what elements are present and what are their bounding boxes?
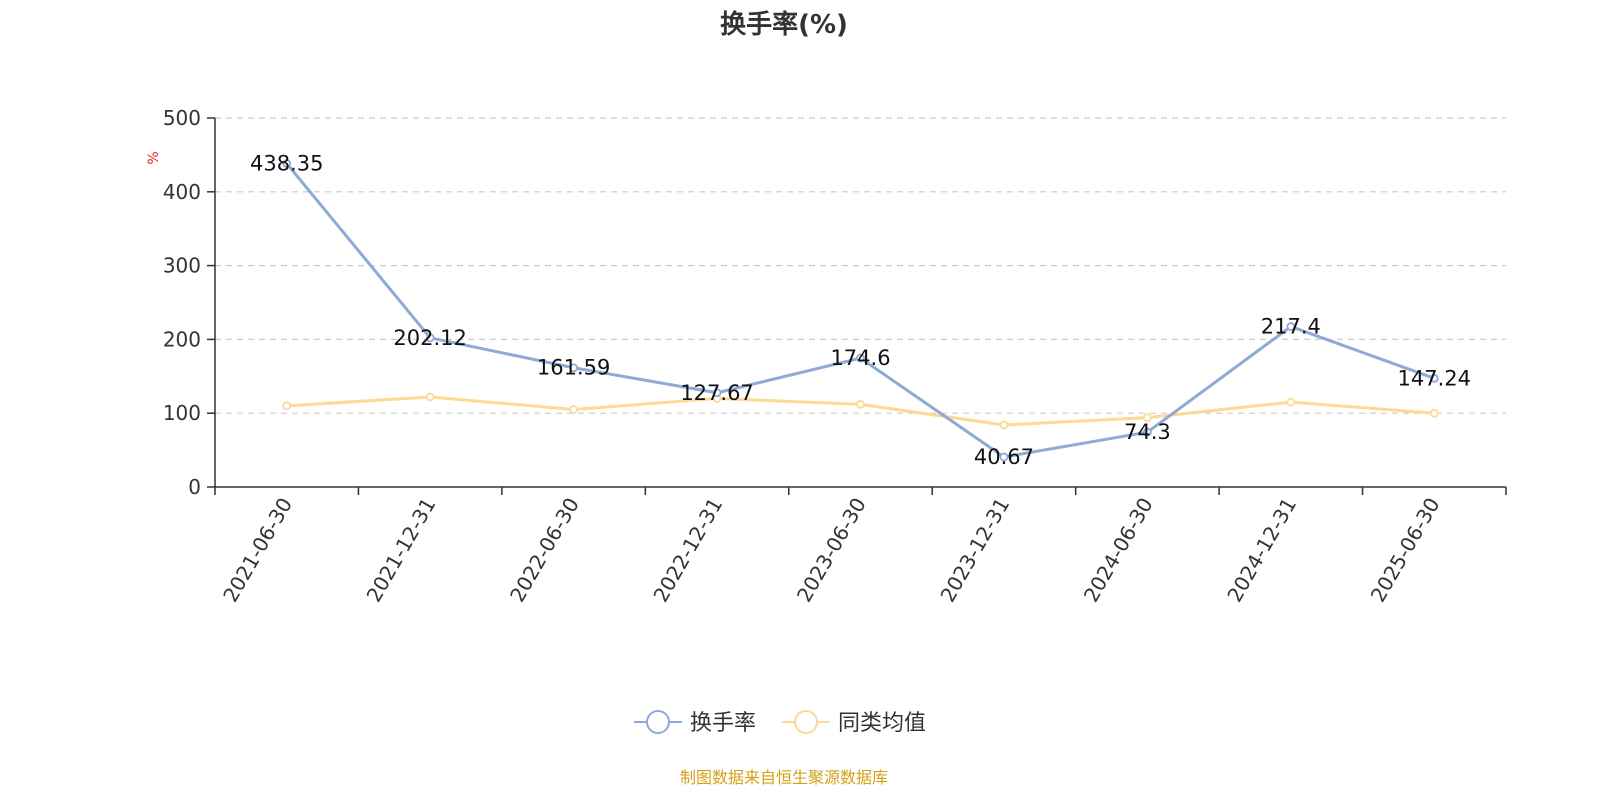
legend-marker (646, 710, 670, 734)
x-tick-label: 2024-06-30 (1079, 494, 1158, 607)
x-tick-label: 2022-12-31 (648, 494, 727, 607)
legend-label: 同类均值 (838, 711, 926, 736)
x-tick-label: 2024-12-31 (1222, 494, 1301, 607)
data-point (425, 333, 435, 343)
data-point (569, 405, 579, 414)
data-label: 438.35 (250, 151, 323, 175)
data-label: 127.67 (680, 381, 753, 405)
data-point (1429, 408, 1439, 418)
legend: 换手率 同类均值 (634, 710, 926, 736)
data-label: 202.12 (393, 326, 466, 350)
data-label: 40.67 (974, 445, 1034, 469)
data-point (1142, 427, 1152, 437)
y-axis-unit-label: % (146, 151, 162, 164)
y-tick-label: 400 (163, 180, 201, 204)
legend-label: 换手率 (690, 711, 756, 736)
data-point (282, 159, 292, 168)
x-tick-label: 2022-06-30 (505, 494, 584, 607)
x-tick-label: 2025-06-30 (1366, 494, 1445, 607)
data-point (856, 353, 865, 363)
data-point (999, 420, 1009, 430)
series-lines (282, 159, 1439, 462)
data-label: 161.59 (537, 356, 610, 380)
data-point (425, 392, 435, 402)
data-labels: 438.35 202.12 161.59 127.67 174.6 40.67 74.3 21… (250, 151, 1471, 468)
data-label: 147.24 (1398, 366, 1471, 390)
y-tick-label: 0 (188, 475, 201, 499)
y-tick-label: 200 (163, 327, 201, 351)
chart-title: 换手率(%) (720, 10, 848, 40)
data-point (999, 452, 1009, 462)
data-point (712, 388, 722, 398)
y-tick-label: 500 (163, 106, 201, 130)
data-point (1429, 373, 1439, 383)
x-tick-labels: 2021-06-30 2021-12-31 2022-06-30 2022-12-31… (218, 493, 1444, 606)
x-tick-label: 2021-06-30 (218, 494, 297, 607)
y-tick-label: 100 (163, 401, 201, 425)
y-tick-labels: 0 100 200 300 400 500 (163, 106, 201, 499)
legend-marker (794, 710, 818, 734)
data-point (1142, 413, 1152, 423)
data-point (1286, 322, 1296, 331)
y-tick-label: 300 (163, 254, 201, 278)
axes (207, 117, 1507, 495)
x-tick-label: 2023-12-31 (935, 494, 1014, 607)
data-point (1286, 397, 1296, 407)
data-point (569, 363, 579, 373)
data-label: 174.6 (830, 346, 890, 370)
source-note: 制图数据来自恒生聚源数据库 (679, 768, 888, 787)
data-label: 217.4 (1261, 315, 1321, 339)
data-point (282, 401, 292, 411)
data-label: 74.3 (1124, 420, 1171, 444)
x-tick-label: 2021-12-31 (362, 493, 441, 606)
data-point (856, 399, 865, 409)
x-tick-label: 2023-06-30 (792, 494, 871, 607)
